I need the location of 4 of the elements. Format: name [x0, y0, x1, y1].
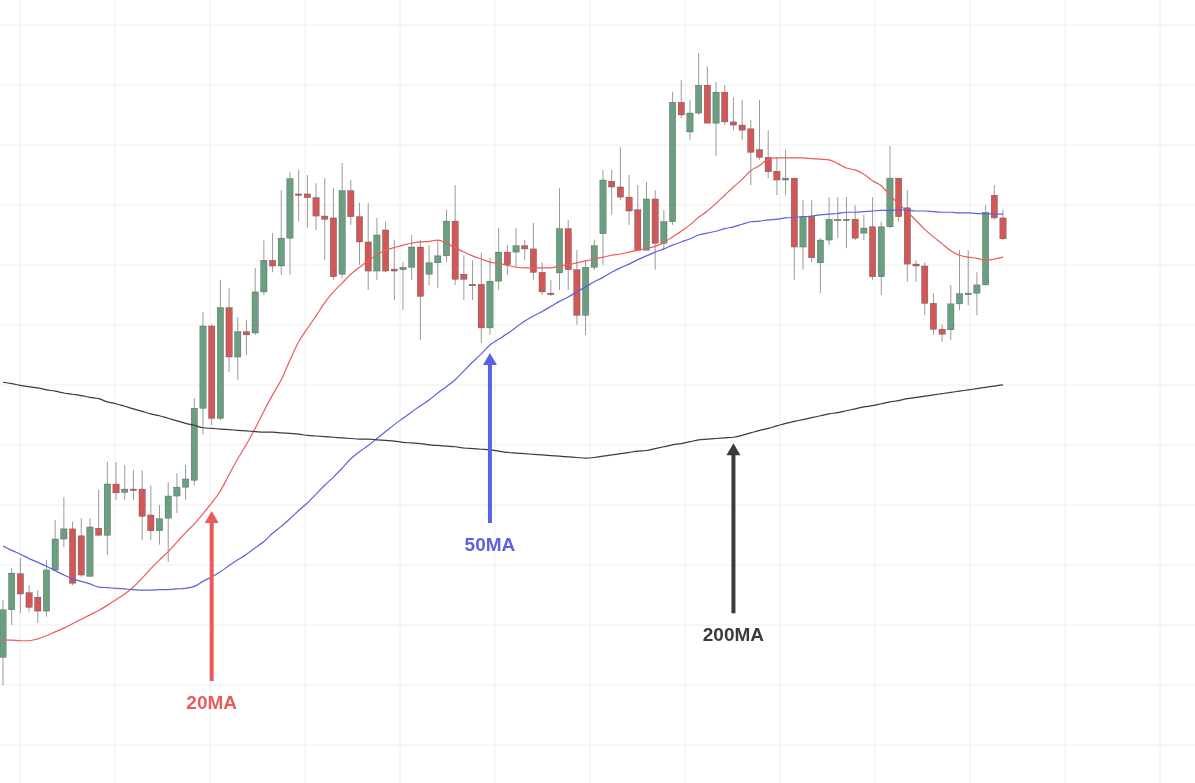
text: 20MA	[186, 691, 238, 713]
text: 200MA	[702, 624, 765, 646]
text: 50MA	[464, 533, 516, 555]
candlestick	[590, 239, 598, 271]
